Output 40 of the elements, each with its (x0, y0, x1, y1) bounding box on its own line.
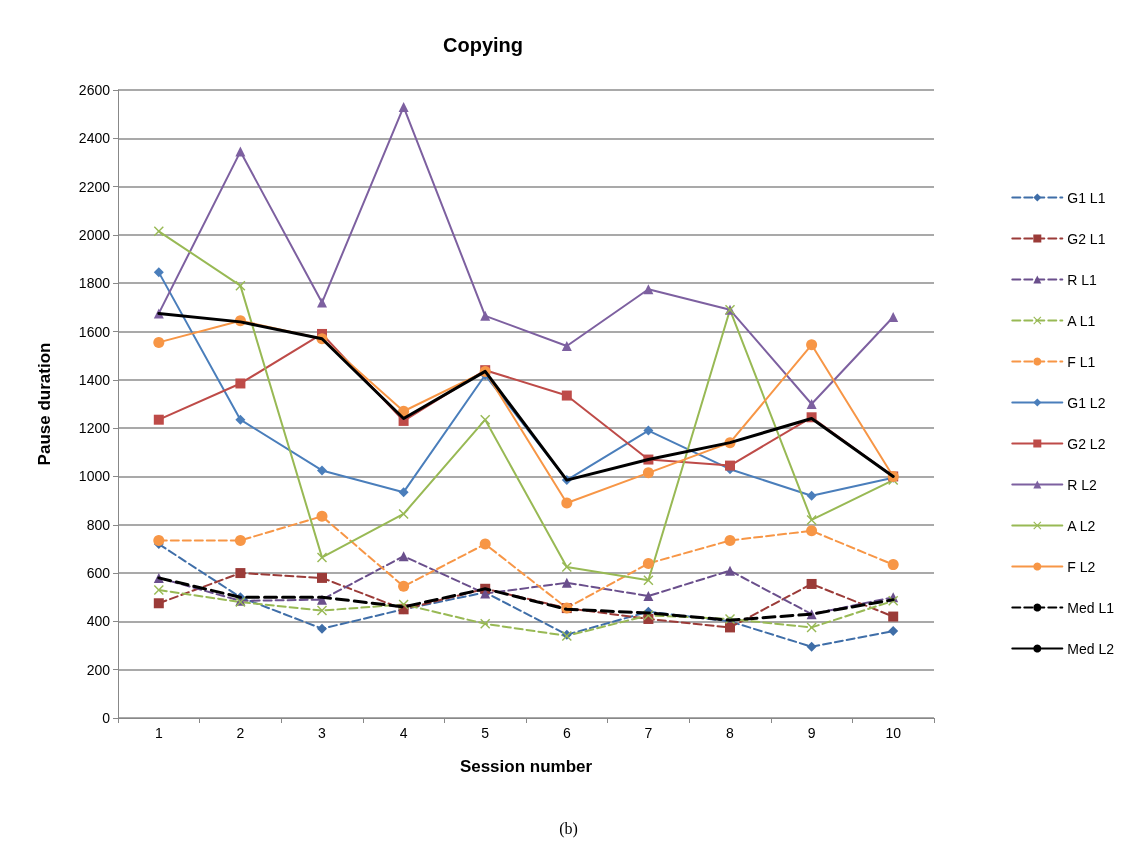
y-tick-label: 1800 (78, 275, 111, 292)
x-tick-label: 6 (562, 725, 571, 741)
y-tick-label: 600 (86, 565, 111, 582)
y-tick-label: 800 (86, 516, 111, 533)
y-tick-label: 0 (102, 710, 111, 726)
x-tick-label: 4 (399, 725, 408, 741)
legend-label: G1 L2 (1067, 394, 1106, 411)
x-tick-label: 3 (318, 725, 327, 741)
legend-label: R L1 (1067, 271, 1098, 288)
legend-label: A L1 (1067, 312, 1096, 329)
legend-label: G2 L1 (1067, 230, 1106, 247)
x-tick-label: 9 (807, 725, 816, 741)
y-axis-title: Pause duration (35, 342, 54, 466)
y-tick-label: 2200 (78, 178, 111, 195)
y-tick-label: 1000 (78, 468, 111, 485)
y-tick-label: 1600 (78, 323, 111, 340)
y-tick-label: 2400 (78, 130, 111, 147)
legend-label: G2 L2 (1067, 435, 1106, 452)
y-tick-label: 2000 (78, 226, 111, 243)
x-tick-label: 10 (885, 725, 902, 741)
legend-label: Med L1 (1067, 599, 1115, 616)
x-tick-label: 5 (481, 725, 490, 741)
y-tick-label: 400 (86, 613, 111, 630)
y-tick-label: 1400 (78, 371, 111, 388)
chart-title: Copying (443, 34, 523, 56)
legend-label: R L2 (1067, 476, 1098, 493)
x-tick-label: 8 (726, 725, 735, 741)
legend-label: G1 L1 (1067, 189, 1106, 206)
legend-label: Med L2 (1067, 640, 1115, 657)
legend-label: F L1 (1067, 353, 1096, 370)
legend-label: A L2 (1067, 517, 1096, 534)
y-tick-label: 2600 (78, 82, 111, 98)
y-tick-label: 1200 (78, 420, 111, 437)
x-axis-title: Session number (459, 757, 593, 776)
x-tick-label: 2 (236, 725, 245, 741)
y-tick-label: 200 (86, 661, 111, 678)
text: (b) (559, 819, 578, 838)
legend-label: F L2 (1067, 558, 1096, 575)
x-tick-label: 1 (154, 725, 163, 741)
x-tick-label: 7 (644, 725, 653, 741)
